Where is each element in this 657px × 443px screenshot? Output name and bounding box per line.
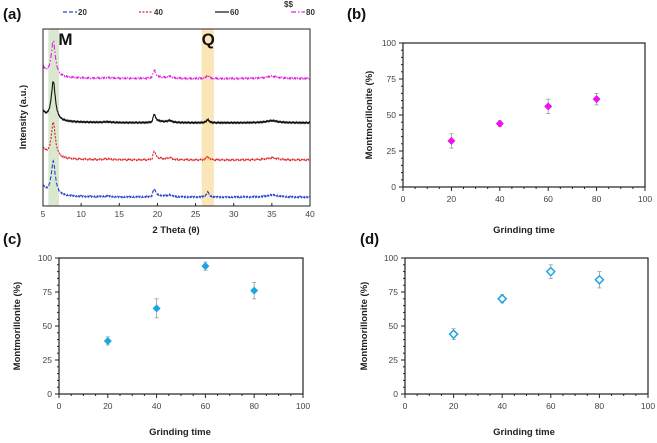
x-tick-label: 60 bbox=[546, 401, 556, 411]
legend-label-20: 20 bbox=[78, 8, 87, 17]
plot-frame bbox=[402, 42, 646, 188]
highlight-band-Q bbox=[201, 29, 214, 206]
x-tick-label: 0 bbox=[401, 194, 406, 204]
x-tick-label: 60 bbox=[201, 401, 211, 411]
legend-label-40: 40 bbox=[154, 8, 163, 17]
y-tick-label: 25 bbox=[43, 355, 53, 365]
xrd-curve-80 bbox=[42, 40, 311, 81]
x-axis-label: 2 Theta (θ) bbox=[152, 225, 199, 236]
y-axis-label: Montmorillonite (%) bbox=[359, 282, 370, 371]
panel-label: (d) bbox=[360, 231, 379, 248]
panel-label: (c) bbox=[3, 231, 21, 248]
data-point bbox=[103, 336, 112, 345]
panel-label: (a) bbox=[3, 6, 21, 23]
y-tick-label: 50 bbox=[389, 321, 399, 331]
data-point bbox=[201, 262, 210, 271]
x-tick-label: 80 bbox=[595, 401, 605, 411]
data-point bbox=[544, 102, 553, 111]
panel-a: (a) M Q 20 40 60 80 $$ 5 10 15 20 25 30 35 40 2 Theta (θ… bbox=[3, 0, 315, 236]
y-tick-label: 0 bbox=[47, 389, 52, 399]
y-tick-label: 0 bbox=[391, 182, 396, 192]
panel-label: (b) bbox=[347, 6, 366, 23]
y-tick-label: 25 bbox=[387, 146, 397, 156]
y-tick-label: 75 bbox=[389, 287, 399, 297]
x-tick-label: 40 bbox=[495, 194, 505, 204]
x-tick-label: 20 bbox=[449, 401, 459, 411]
x-tick-label: 5 bbox=[41, 209, 46, 219]
x-tick-label: 20 bbox=[103, 401, 113, 411]
x-tick-label: 30 bbox=[229, 209, 239, 219]
y-tick-label: 0 bbox=[393, 389, 398, 399]
y-tick-label: 100 bbox=[382, 38, 396, 48]
x-tick-label: 100 bbox=[641, 401, 655, 411]
x-axis-label: Grinding time bbox=[493, 427, 555, 438]
x-tick-label: 40 bbox=[497, 401, 507, 411]
x-tick-label: 40 bbox=[152, 401, 162, 411]
y-tick-label: 50 bbox=[387, 110, 397, 120]
xrd-curve-60 bbox=[42, 81, 311, 125]
plot-frame bbox=[42, 28, 311, 207]
x-tick-label: 10 bbox=[76, 209, 86, 219]
y-tick-label: 100 bbox=[38, 253, 52, 263]
x-tick-label: 20 bbox=[153, 209, 163, 219]
x-tick-label: 15 bbox=[115, 209, 125, 219]
legend-label-60: 60 bbox=[230, 8, 239, 17]
xrd-curve-20 bbox=[42, 159, 311, 200]
data-point bbox=[250, 286, 259, 295]
y-axis-label: Montmorillonite (%) bbox=[364, 71, 375, 160]
band-label-Q: Q bbox=[202, 30, 215, 49]
y-axis-label: Intensity (a.u.) bbox=[18, 85, 29, 149]
x-tick-label: 80 bbox=[592, 194, 602, 204]
x-axis-label: Grinding time bbox=[493, 225, 555, 236]
panel-c: (c) 0 20 40 60 80 100 0 25 50 75 100 Grinding time Mo… bbox=[3, 231, 310, 438]
x-tick-label: 25 bbox=[191, 209, 201, 219]
data-point bbox=[495, 119, 504, 128]
data-point bbox=[545, 266, 556, 277]
xrd-curve-40 bbox=[42, 121, 311, 162]
legend-label-80: 80 bbox=[306, 8, 315, 17]
panel-b: (b) 0 20 40 60 80 100 0 25 50 75 100 Grinding time Mo… bbox=[347, 6, 652, 236]
x-tick-label: 80 bbox=[249, 401, 259, 411]
x-tick-label: 100 bbox=[296, 401, 310, 411]
data-point bbox=[448, 329, 459, 340]
band-label-M: M bbox=[58, 30, 72, 49]
x-tick-label: 0 bbox=[403, 401, 408, 411]
data-point bbox=[447, 136, 456, 145]
x-tick-label: 0 bbox=[57, 401, 62, 411]
x-tick-label: 100 bbox=[638, 194, 652, 204]
x-tick-label: 20 bbox=[447, 194, 457, 204]
y-tick-label: 75 bbox=[387, 74, 397, 84]
data-point bbox=[592, 95, 601, 104]
data-point bbox=[152, 304, 161, 313]
highlight-band-M bbox=[48, 29, 60, 206]
data-point bbox=[594, 274, 605, 285]
y-tick-label: 25 bbox=[389, 355, 399, 365]
plot-frame bbox=[404, 257, 649, 395]
x-tick-label: 40 bbox=[305, 209, 315, 219]
x-tick-label: 60 bbox=[543, 194, 553, 204]
x-axis-label: Grinding time bbox=[149, 427, 211, 438]
data-point bbox=[497, 293, 508, 304]
legend-extra-text: $$ bbox=[284, 0, 293, 9]
plot-frame bbox=[58, 257, 304, 395]
panel-d: (d) 0 20 40 60 80 100 0 25 50 75 100 Grinding time Mo… bbox=[359, 231, 655, 438]
y-tick-label: 100 bbox=[384, 253, 398, 263]
y-axis-label: Montmorillonite (%) bbox=[12, 282, 23, 371]
y-tick-label: 75 bbox=[43, 287, 53, 297]
x-tick-label: 35 bbox=[267, 209, 277, 219]
y-tick-label: 50 bbox=[43, 321, 53, 331]
